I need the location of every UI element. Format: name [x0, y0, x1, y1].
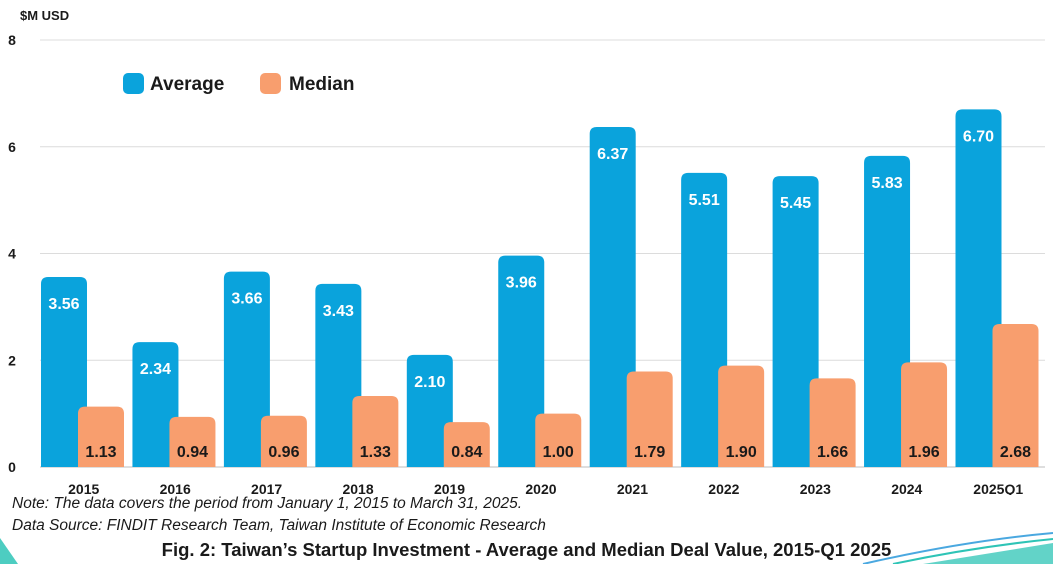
legend-label-average: Average	[150, 74, 224, 95]
x-axis: 2015 2016 2017 2018 2019 2020 2021 2022 2023 2024…	[68, 481, 1023, 495]
median-value-label-2022: 1.90	[726, 444, 757, 461]
x-tick-label-2024: 2024	[891, 481, 922, 495]
average-value-label-2022: 5.51	[689, 192, 720, 209]
average-value-label-2025Q1: 6.70	[963, 128, 994, 145]
average-bar-2015	[41, 276, 87, 467]
data-labels: 3.56 1.13 2.34 0.94 3.66 0.96 3.43 1.33 2.10 0.84…	[48, 128, 1031, 461]
median-bar-2022	[718, 365, 765, 467]
median-bar-2024	[901, 362, 948, 467]
y-tick-label-8: 8	[8, 32, 16, 48]
average-bar-2025Q1	[955, 109, 1002, 467]
y-tick-label-0: 0	[8, 459, 16, 475]
average-value-label-2023: 5.45	[780, 195, 811, 212]
average-bar-2019	[406, 354, 453, 467]
legend-swatch-median	[260, 73, 281, 94]
median-value-label-2024: 1.96	[908, 444, 939, 461]
median-value-label-2019: 0.84	[451, 444, 482, 461]
median-bar-2023	[809, 378, 856, 467]
median-bar-2018	[352, 396, 399, 467]
y-tick-label-6: 6	[8, 139, 16, 155]
data-note: Note: The data covers the period from Ja…	[12, 495, 523, 512]
y-axis-unit-label: $M USD	[20, 8, 69, 23]
average-value-label-2019: 2.10	[414, 374, 445, 391]
median-value-label-2016: 0.94	[177, 444, 208, 461]
average-bar-2017	[223, 271, 270, 467]
average-value-label-2016: 2.34	[140, 361, 171, 378]
y-tick-label-2: 2	[8, 352, 16, 368]
average-bar-2022	[681, 172, 728, 467]
median-value-label-2018: 1.33	[360, 444, 391, 461]
median-value-label-2020: 1.00	[543, 444, 574, 461]
average-bar-2021	[589, 127, 636, 467]
average-bar-2024	[864, 155, 911, 468]
bar-chart: 0 2 4 6 8 $M USD 3.56 1.13 2.34 0.94 3.66 0.96 3.43…	[8, 8, 1045, 495]
median-bar-2020	[535, 413, 582, 467]
y-axis: 0 2 4 6 8 $M USD	[8, 8, 69, 475]
x-tick-label-2023: 2023	[800, 481, 831, 495]
x-tick-label-2019: 2019	[434, 481, 465, 495]
median-bar-2016	[169, 416, 216, 467]
median-value-label-2025Q1: 2.68	[1000, 444, 1031, 461]
legend-swatch-average	[123, 73, 144, 94]
x-tick-label-2016: 2016	[160, 481, 191, 495]
median-bar-2017	[260, 415, 307, 467]
median-bar-2025Q1	[992, 323, 1039, 467]
median-value-label-2017: 0.96	[268, 444, 299, 461]
x-tick-label-2015: 2015	[68, 481, 99, 495]
average-value-label-2015: 3.56	[48, 296, 79, 313]
median-value-label-2023: 1.66	[817, 444, 848, 461]
average-value-label-2021: 6.37	[597, 146, 628, 163]
x-tick-label-2022: 2022	[708, 481, 739, 495]
median-value-label-2021: 1.79	[634, 444, 665, 461]
average-value-label-2018: 3.43	[323, 303, 354, 320]
legend: Average Median	[123, 73, 354, 95]
average-value-label-2024: 5.83	[871, 175, 902, 192]
median-bar-2015	[78, 406, 124, 467]
average-bar-2020	[498, 255, 545, 467]
x-tick-label-2020: 2020	[525, 481, 556, 495]
data-source: Data Source: FINDIT Research Team, Taiwa…	[12, 517, 546, 534]
average-value-label-2017: 3.66	[231, 291, 262, 308]
median-bar-2021	[626, 371, 673, 467]
average-bar-2023	[772, 176, 819, 467]
figure-caption: Fig. 2: Taiwan’s Startup Investment - Av…	[161, 539, 892, 560]
legend-label-median: Median	[289, 74, 354, 95]
x-tick-label-2017: 2017	[251, 481, 282, 495]
x-tick-label-2018: 2018	[342, 481, 373, 495]
x-tick-label-2021: 2021	[617, 481, 648, 495]
median-value-label-2015: 1.13	[85, 444, 116, 461]
average-value-label-2020: 3.96	[506, 275, 537, 292]
median-bar-2019	[443, 422, 490, 467]
x-tick-label-2025Q1: 2025Q1	[973, 481, 1023, 495]
average-bar-2016	[132, 342, 179, 467]
y-tick-label-4: 4	[8, 246, 16, 262]
average-bar-2018	[315, 283, 362, 467]
bars	[41, 109, 1039, 468]
